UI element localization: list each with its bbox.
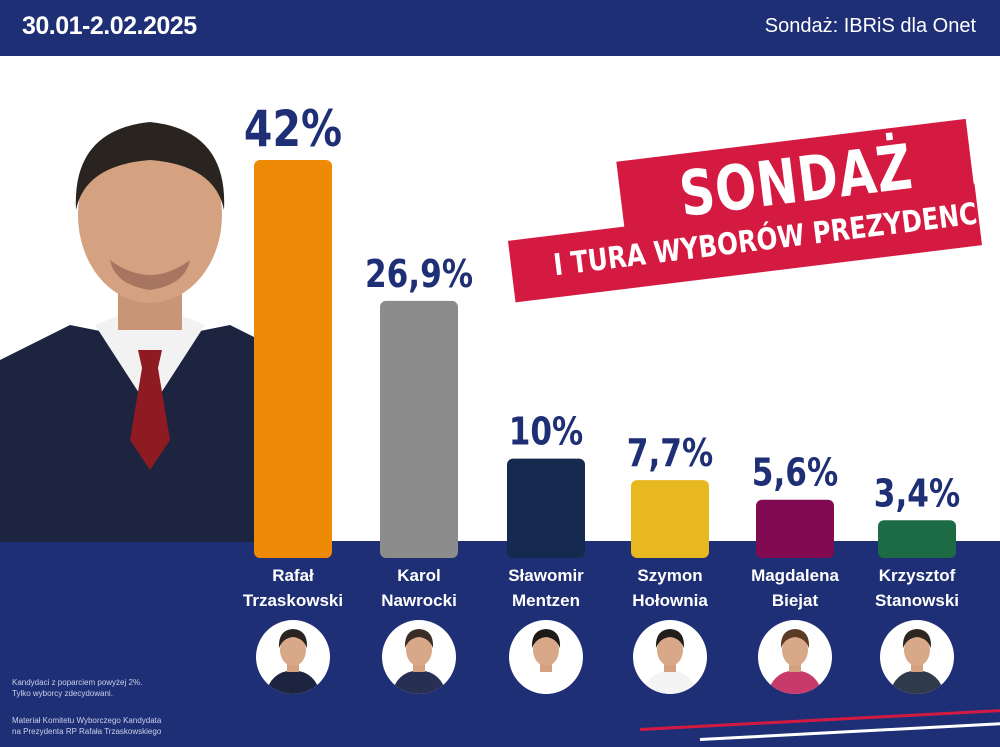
candidate-avatar-5 <box>880 620 954 694</box>
value-label-2: 10% <box>509 411 584 455</box>
candidate-name-3-line-0: Szymon <box>637 566 702 585</box>
candidate-name-5-line-1: Stanowski <box>875 591 959 610</box>
footnote-threshold: Kandydaci z poparciem powyżej 2%. <box>12 678 143 687</box>
value-label-4: 5,6% <box>752 452 838 496</box>
candidate-name-0-line-1: Trzaskowski <box>243 591 343 610</box>
candidate-avatar-1 <box>382 620 456 694</box>
poll-source: Sondaż: IBRiS dla Onet <box>764 15 976 37</box>
candidate-portrait <box>0 122 330 542</box>
candidate-avatar-0 <box>256 620 330 694</box>
bar-3 <box>631 480 709 558</box>
candidate-avatar-4 <box>758 620 832 694</box>
candidate-name-2-line-1: Mentzen <box>512 591 580 610</box>
value-label-3: 7,7% <box>627 432 713 476</box>
bar-2 <box>507 458 585 558</box>
bar-0 <box>254 160 332 558</box>
candidate-name-4-line-0: Magdalena <box>751 566 839 585</box>
poll-date: 30.01-2.02.2025 <box>22 12 197 40</box>
candidate-name-0-line-0: Rafał <box>272 566 314 585</box>
header-bar: 30.01-2.02.2025 Sondaż: IBRiS dla Onet <box>0 0 1000 56</box>
value-label-1: 26,9% <box>365 253 473 297</box>
value-label-0: 42% <box>244 100 342 158</box>
bar-1 <box>380 300 458 558</box>
bar-4 <box>756 499 834 558</box>
candidate-name-5-line-0: Krzysztof <box>879 566 956 585</box>
candidate-name-2-line-0: Sławomir <box>508 566 584 585</box>
footnote-decided: Tylko wyborcy zdecydowani. <box>12 689 113 698</box>
bottom-band <box>0 541 1000 747</box>
candidate-name-3-line-1: Hołownia <box>632 591 708 610</box>
candidate-name-4-line-1: Biejat <box>772 591 819 610</box>
footnote-committee: Materiał Komitetu Wyborczego Kandydata <box>12 716 162 725</box>
candidate-avatar-3 <box>633 620 707 694</box>
candidate-name-1-line-0: Karol <box>397 566 440 585</box>
candidate-avatar-2 <box>509 620 583 694</box>
candidate-name-1-line-1: Nawrocki <box>381 591 457 610</box>
bar-5 <box>878 520 956 558</box>
footnote-committee-2: na Prezydenta RP Rafała Trzaskowskiego <box>12 727 162 736</box>
value-label-5: 3,4% <box>874 472 960 516</box>
